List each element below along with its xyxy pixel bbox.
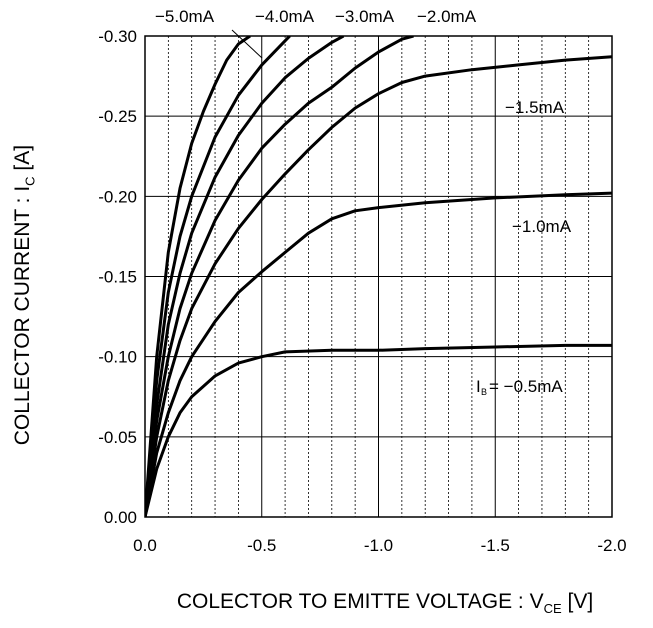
annotation-leader-line — [231, 29, 263, 59]
y-axis-label-unit: [A] — [10, 144, 34, 177]
y-tick-label: -0.30 — [98, 27, 137, 46]
plot-frame — [144, 35, 613, 518]
x-tick-label: -2.0 — [597, 536, 626, 555]
series-line — [145, 343, 612, 517]
y-tick-label: -0.10 — [98, 348, 137, 367]
y-tick-label: -0.20 — [98, 187, 137, 206]
series-annotation-label: −1.0mA — [512, 217, 572, 236]
y-axis-label-sub: C — [22, 176, 38, 186]
x-tick-label: -1.0 — [364, 536, 393, 555]
y-tick-label: -0.15 — [98, 268, 137, 287]
series-line — [145, 191, 612, 517]
x-tick-label: 0.0 — [133, 536, 157, 555]
series-line — [145, 36, 291, 517]
x-tick-label: -1.5 — [481, 536, 510, 555]
series-line — [145, 36, 251, 517]
series-annotation-label: −1.5mA — [505, 98, 565, 117]
x-axis-label-main: COLECTOR TO EMITTE VOLTAGE : V — [176, 590, 544, 613]
series-annotation-label: −4.0mA — [255, 7, 315, 26]
series-annotation-label: −2.0mA — [417, 7, 477, 26]
series-annotation-label-rest: = −0.5mA — [489, 377, 563, 396]
series-annotation-label: −3.0mA — [335, 7, 395, 26]
y-tick-label: -0.25 — [98, 107, 137, 126]
y-tick-label: 0.00 — [104, 508, 137, 527]
y-axis-label-wrap: COLLECTOR CURRENT : IC [A] — [4, 80, 44, 510]
series-annotation-label-prefix: I — [476, 377, 481, 396]
series-annotation-label: −5.0mA — [155, 7, 215, 26]
x-axis-label: COLECTOR TO EMITTE VOLTAGE : VCE [V] — [145, 590, 625, 616]
series-line — [145, 36, 414, 517]
x-axis-label-unit: [V] — [561, 590, 594, 613]
series-annotation-label-sub: B — [481, 387, 487, 397]
series-line — [145, 36, 345, 517]
y-axis-label: COLLECTOR CURRENT : IC [A] — [11, 145, 37, 445]
y-tick-label: -0.05 — [98, 428, 137, 447]
x-tick-label: -0.5 — [247, 536, 276, 555]
y-axis-label-main: COLLECTOR CURRENT : I — [10, 185, 34, 446]
x-axis-label-sub: CE — [543, 601, 562, 617]
series-line — [145, 55, 612, 517]
